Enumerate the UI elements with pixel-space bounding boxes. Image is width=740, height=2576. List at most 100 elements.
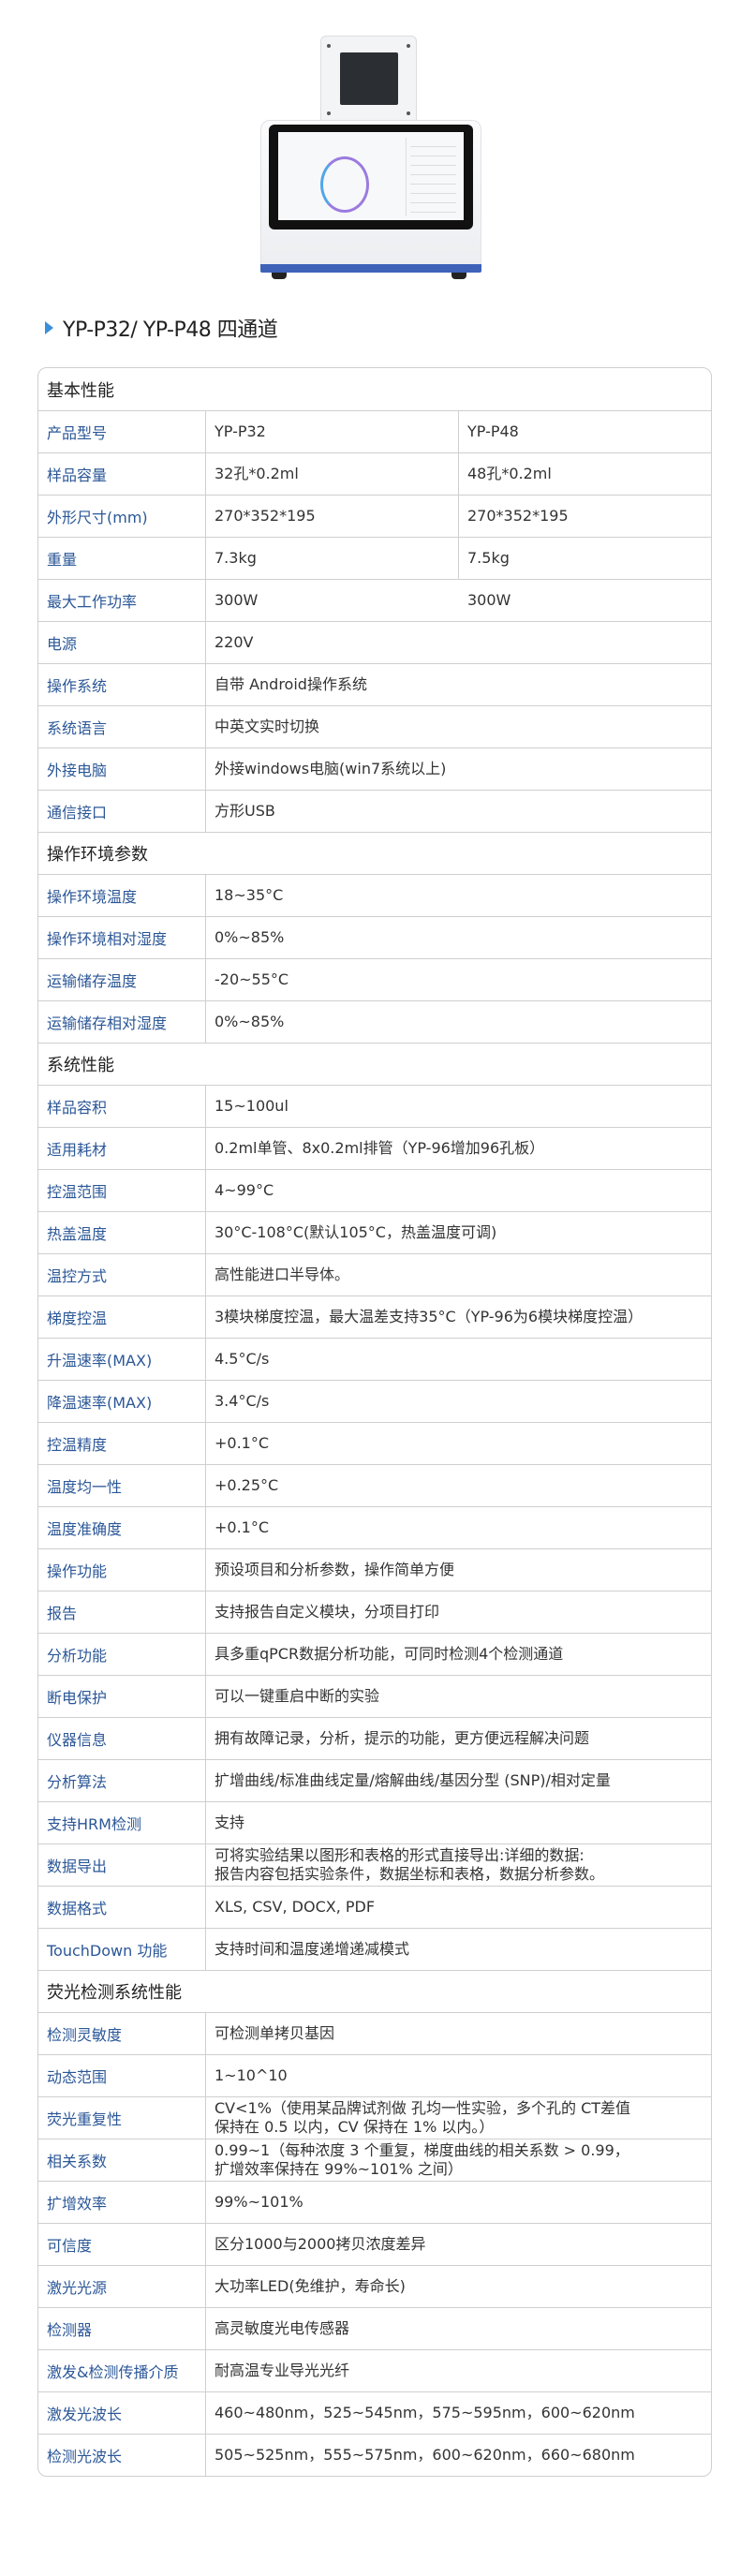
spec-row: 操作环境相对湿度 0%~85% [38, 916, 711, 958]
spec-row: 适用耗材 0.2ml单管、8x0.2ml排管（YP-96增加96孔板） [38, 1127, 711, 1169]
spec-value: 300W [215, 591, 259, 609]
spec-table: 基本性能 产品型号 YP-P32 YP-P48 样品容量 32孔*0.2ml 48孔*0.2… [37, 367, 712, 2477]
spec-row: 操作功能 预设项目和分析参数，操作简单方便 [38, 1548, 711, 1591]
spec-label: 分析功能 [38, 1634, 206, 1675]
spec-row: 报告 支持报告自定义模块，分项目打印 [38, 1591, 711, 1633]
spec-row: 电源 220V [38, 621, 711, 663]
spec-row: 支持HRM检测 支持 [38, 1801, 711, 1843]
spec-label: 温控方式 [38, 1254, 206, 1295]
spec-row: 相关系数 0.99~1（每种浓度 3 个重复，梯度曲线的相关系数 > 0.99， … [38, 2139, 711, 2181]
spec-value: 270*352*195 [467, 507, 569, 525]
spec-value: 可以一键重启中断的实验 [215, 1687, 380, 1705]
spec-value: 大功率LED(免维护，寿命长) [215, 2277, 406, 2295]
spec-row: 重量 7.3kg 7.5kg [38, 537, 711, 579]
spec-label: 激发&检测传播介质 [38, 2350, 206, 2391]
spec-label: 检测器 [38, 2308, 206, 2349]
spec-row: 仪器信息 拥有故障记录，分析，提示的功能，更方便远程解决问题 [38, 1717, 711, 1759]
spec-row: TouchDown 功能 支持时间和温度递增递减模式 [38, 1928, 711, 1970]
spec-value: 270*352*195 [206, 496, 459, 537]
spec-value: 32孔*0.2ml [206, 453, 459, 495]
spec-value: 支持 [215, 1814, 245, 1831]
spec-label: 荧光重复性 [38, 2097, 206, 2139]
spec-row: 外形尺寸(mm) 270*352*195 270*352*195 [38, 495, 711, 537]
section-header: 基本性能 [47, 380, 114, 401]
spec-value: 3.4°C/s [215, 1392, 270, 1410]
spec-label: 数据导出 [38, 1844, 206, 1886]
spec-label: 电源 [38, 622, 206, 663]
spec-value: 具多重qPCR数据分析功能，可同时检测4个检测通道 [215, 1645, 564, 1663]
spec-value: 48孔*0.2ml [467, 465, 552, 482]
spec-label: 产品型号 [38, 411, 206, 452]
spec-label: 激光光源 [38, 2266, 206, 2307]
spec-value: +0.1°C [215, 1434, 270, 1452]
spec-row: 通信接口 方形USB [38, 790, 711, 832]
spec-row: 激发&检测传播介质 耐高温专业导光光纤 [38, 2349, 711, 2391]
spec-row: 荧光重复性 CV<1%（使用某品牌试剂做 孔均一性实验，多个孔的 CT差值 保持在… [38, 2096, 711, 2139]
spec-value: 220V [215, 633, 254, 651]
spec-label: 温度准确度 [38, 1507, 206, 1548]
spec-value: 30°C-108°C(默认105°C，热盖温度可调) [215, 1223, 497, 1241]
spec-value: CV<1%（使用某品牌试剂做 孔均一性实验，多个孔的 CT差值 保持在 0.5 … [215, 2099, 631, 2136]
spec-value: 3模块梯度控温，最大温差支持35°C（YP-96为6模块梯度控温） [215, 1308, 644, 1325]
section-header: 操作环境参数 [38, 832, 711, 874]
spec-row: 激光光源 大功率LED(免维护，寿命长) [38, 2265, 711, 2307]
instrument-screen [269, 125, 473, 229]
spec-value: 扩增曲线/标准曲线定量/熔解曲线/基因分型 (SNP)/相对定量 [215, 1771, 611, 1789]
spec-label: 检测灵敏度 [38, 2013, 206, 2054]
spec-label: 检测光波长 [38, 2435, 206, 2476]
spec-label: 相关系数 [38, 2139, 206, 2181]
spec-label: 仪器信息 [38, 1718, 206, 1759]
spec-label: 适用耗材 [38, 1128, 206, 1169]
spec-value: 300W [467, 591, 511, 609]
spec-value: 方形USB [215, 802, 275, 820]
product-image [253, 34, 487, 282]
spec-row: 扩增效率 99%~101% [38, 2181, 711, 2223]
spec-label: 最大工作功率 [38, 580, 206, 621]
spec-label: 热盖温度 [38, 1212, 206, 1253]
spec-label: 激发光波长 [38, 2392, 206, 2434]
spec-row: 升温速率(MAX) 4.5°C/s [38, 1338, 711, 1380]
spec-row: 运输储存温度 -20~55°C [38, 958, 711, 1000]
spec-value: 0.2ml单管、8x0.2ml排管（YP-96增加96孔板） [215, 1139, 545, 1157]
spec-label: 操作环境相对湿度 [38, 917, 206, 958]
instrument-body [260, 120, 481, 268]
spec-value: +0.1°C [215, 1518, 270, 1536]
spec-row: 数据格式 XLS, CSV, DOCX, PDF [38, 1886, 711, 1928]
spec-value: 99%~101% [215, 2193, 303, 2211]
spec-label: 操作环境温度 [38, 875, 206, 916]
spec-label: 支持HRM检测 [38, 1802, 206, 1843]
spec-value: 支持时间和温度递增递减模式 [215, 1940, 410, 1958]
spec-label: TouchDown 功能 [38, 1929, 206, 1970]
spec-value: XLS, CSV, DOCX, PDF [215, 1898, 376, 1916]
spec-value: 可将实验结果以图形和表格的形式直接导出:详细的数据: 报告内容包括实验条件，数据… [215, 1846, 605, 1883]
spec-label: 外形尺寸(mm) [38, 496, 206, 537]
spec-label: 运输储存相对湿度 [38, 1001, 206, 1043]
spec-row: 激发光波长 460~480nm，525~545nm，575~595nm，600~6… [38, 2391, 711, 2434]
spec-value: YP-P48 [467, 422, 519, 440]
spec-row: 检测器 高灵敏度光电传感器 [38, 2307, 711, 2349]
instrument-lid [320, 36, 417, 122]
spec-row: 梯度控温 3模块梯度控温，最大温差支持35°C（YP-96为6模块梯度控温） [38, 1295, 711, 1338]
spec-value: 7.5kg [467, 549, 510, 567]
spec-row: 操作环境温度 18~35°C [38, 874, 711, 916]
spec-label: 操作功能 [38, 1549, 206, 1591]
spec-row: 检测光波长 505~525nm，555~575nm，600~620nm，660~6… [38, 2434, 711, 2476]
spec-value: 0.99~1（每种浓度 3 个重复，梯度曲线的相关系数 > 0.99， 扩增效率… [215, 2141, 629, 2178]
spec-value: 拥有故障记录，分析，提示的功能，更方便远程解决问题 [215, 1729, 590, 1747]
spec-value: 460~480nm，525~545nm，575~595nm，600~620nm [215, 2404, 635, 2421]
spec-value: 预设项目和分析参数，操作简单方便 [215, 1561, 455, 1578]
spec-value: 4~99°C [215, 1181, 274, 1199]
spec-label: 断电保护 [38, 1676, 206, 1717]
spec-value: +0.25°C [215, 1476, 279, 1494]
spec-label: 报告 [38, 1591, 206, 1633]
spec-value: 0%~85% [215, 1013, 285, 1030]
spec-row: 降温速率(MAX) 3.4°C/s [38, 1380, 711, 1422]
spec-value: 自带 Android操作系统 [215, 675, 367, 693]
spec-value: 耐高温专业导光光纤 [215, 2361, 350, 2379]
spec-label: 样品容积 [38, 1086, 206, 1127]
spec-label: 降温速率(MAX) [38, 1381, 206, 1422]
spec-label: 温度均一性 [38, 1465, 206, 1506]
spec-value: 7.3kg [206, 538, 459, 579]
spec-row: 操作系统 自带 Android操作系统 [38, 663, 711, 705]
spec-value: YP-P32 [206, 411, 459, 452]
